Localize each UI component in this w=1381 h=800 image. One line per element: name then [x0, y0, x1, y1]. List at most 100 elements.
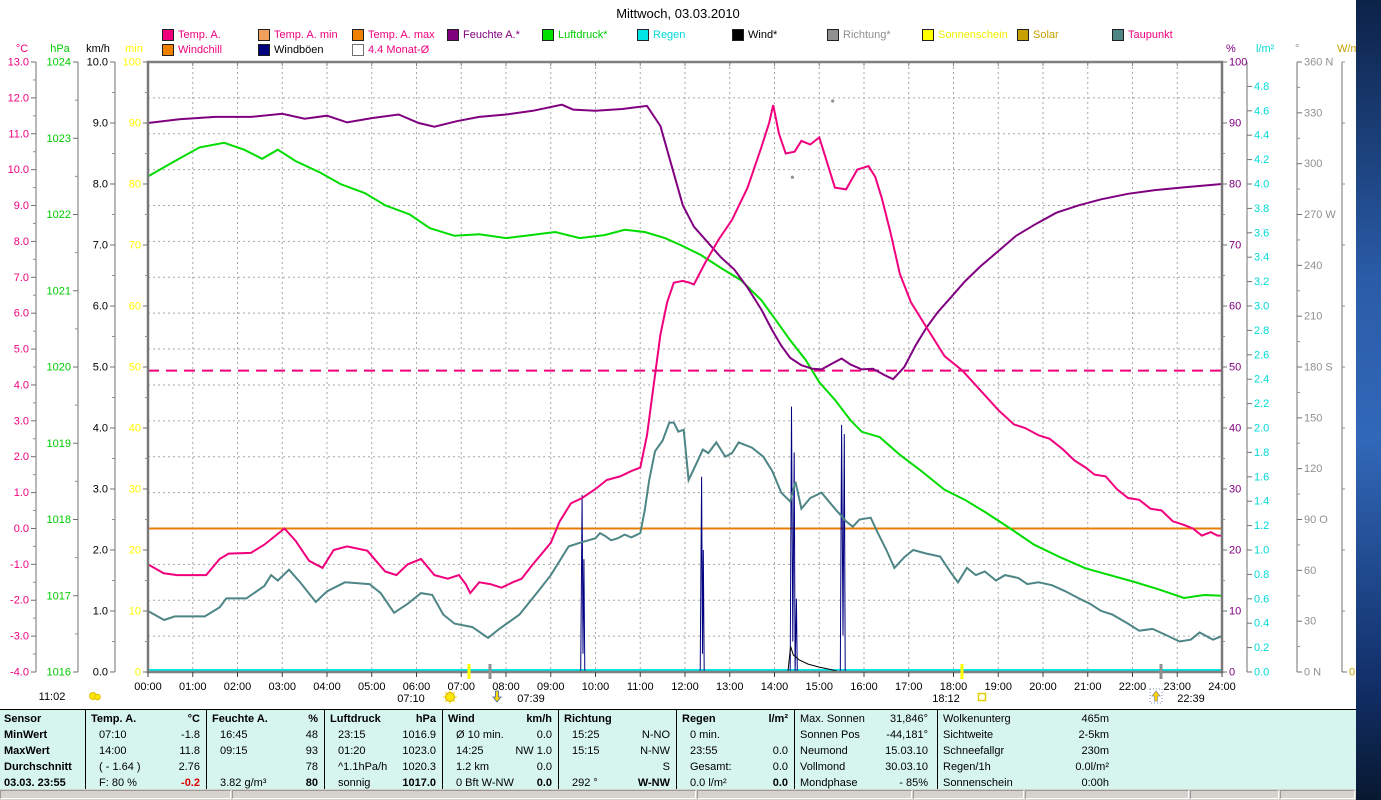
- table-cell: 23:55: [690, 745, 718, 757]
- legend-item-windböen[interactable]: Windböen: [258, 44, 324, 56]
- axis-tick-label: 20: [1229, 545, 1241, 557]
- legend-item-solar[interactable]: Solar: [1017, 29, 1059, 41]
- axis-header-kmh: km/h: [86, 43, 110, 55]
- table-cell: 1017.0: [402, 777, 436, 789]
- axis-tick-label: 5.0: [93, 362, 108, 374]
- axis-tick-label: 1017: [47, 590, 71, 602]
- table-separator: [558, 710, 559, 790]
- legend-item-feuchte-a[interactable]: Feuchte A.*: [447, 29, 520, 41]
- x-axis-label: 08:00: [492, 681, 520, 693]
- legend-swatch: [1017, 29, 1029, 41]
- legend-swatch: [447, 29, 459, 41]
- legend-swatch: [542, 29, 554, 41]
- legend-label: Wind*: [748, 29, 778, 41]
- axis-tick-label: 60: [1304, 565, 1316, 577]
- axis-tick-label: 10.0: [87, 57, 108, 69]
- axis-tick-label: -4.0: [10, 667, 29, 679]
- table-row-label: 03.03. 23:55: [4, 777, 66, 789]
- axis-tick-label: 80: [129, 179, 141, 191]
- table-cell: 0.0: [536, 777, 552, 789]
- x-axis-label: 23:00: [1163, 681, 1191, 693]
- axis-tick-label: 3.8: [1254, 203, 1269, 215]
- axis-tick-label: 1023: [47, 133, 71, 145]
- axis-tick-label: 8.0: [93, 179, 108, 191]
- table-separator: [206, 710, 207, 790]
- x-axis-label: 19:00: [984, 681, 1012, 693]
- axis-tick-label: 1.2: [1254, 520, 1269, 532]
- legend-item-luftdruck[interactable]: Luftdruck*: [542, 29, 608, 41]
- x-axis-label: 11:00: [627, 681, 654, 693]
- x-axis-label: 03:00: [268, 681, 296, 693]
- corner-event-label: 11:02: [39, 691, 66, 703]
- desktop-background-strip: [1356, 0, 1381, 800]
- table-cell: Neumond: [800, 745, 848, 757]
- table-cell: Schneefallgr: [943, 745, 1005, 757]
- axis-tick-label: 100: [1229, 57, 1247, 69]
- table-cell: Mondphase: [800, 777, 858, 789]
- table-cell: l/m²: [768, 713, 788, 725]
- x-axis-label: 24:00: [1208, 681, 1236, 693]
- x-axis-label: 17:00: [895, 681, 923, 693]
- table-cell: Gesamt:: [690, 761, 732, 773]
- axis-tick-label: 4.4: [1254, 130, 1269, 142]
- axis-tick-label: 80: [1229, 179, 1241, 191]
- table-cell: Temp. A.: [91, 713, 137, 725]
- legend-label: Regen: [653, 29, 686, 41]
- axis-tick-label: 1.0: [93, 606, 108, 618]
- legend-item-wind[interactable]: Wind*: [732, 29, 777, 41]
- axis-tick-label: 0.0: [93, 667, 108, 679]
- legend-item-taupunkt[interactable]: Taupunkt: [1112, 29, 1173, 41]
- axis-tick-label: 330: [1304, 107, 1322, 119]
- axis-tick-label: 3.0: [1254, 301, 1269, 313]
- legend-swatch: [352, 29, 364, 41]
- table-cell: 0.0: [536, 729, 552, 741]
- legend-label: Solar: [1033, 29, 1059, 41]
- legend-item-richtung[interactable]: Richtung*: [827, 29, 891, 41]
- table-cell: 292 °: [572, 777, 598, 789]
- axis-tick-label: 270 W: [1304, 209, 1336, 221]
- axis-tick-label: 30: [1304, 616, 1316, 628]
- table-cell: ^1.1hPa/h: [338, 761, 388, 773]
- axis-tick-label: 2.0: [1254, 423, 1269, 435]
- legend-item-sonnenschein[interactable]: Sonnenschein: [922, 29, 1008, 41]
- sun-icon-ray: [444, 691, 447, 694]
- x-axis-label: 20:00: [1029, 681, 1057, 693]
- table-cell: 3.82 g/m³: [220, 777, 267, 789]
- axis-tick-label: 10: [1229, 606, 1241, 618]
- table-cell: [564, 712, 670, 727]
- legend-item-temp-a[interactable]: Temp. A.: [162, 29, 221, 41]
- legend-item-4-4-monat[interactable]: 4.4 Monat-Ø: [352, 44, 429, 56]
- axis-tick-label: 3.4: [1254, 252, 1269, 264]
- axis-tick-label: 2.4: [1254, 374, 1269, 386]
- table-cell: F: 80 %: [99, 777, 137, 789]
- table-cell: 2.76: [178, 761, 200, 773]
- table-cell: N-NW: [640, 745, 670, 757]
- status-bar-segment: [0, 790, 231, 799]
- axis-tick-label: 12.0: [8, 92, 29, 104]
- table-separator: [324, 710, 325, 790]
- axis-tick-label: 180 S: [1304, 362, 1333, 374]
- axis-tick-label: 8.0: [14, 236, 29, 248]
- legend-item-temp-a-min[interactable]: Temp. A. min: [258, 29, 338, 41]
- legend-swatch: [732, 29, 744, 41]
- x-axis-label: 06:00: [403, 681, 431, 693]
- legend-label: Sonnenschein: [938, 29, 1008, 41]
- axis-tick-label: 0.6: [1254, 593, 1269, 605]
- axis-tick-label: 0.0: [1254, 667, 1269, 679]
- axis-tick-label: 3.0: [14, 415, 29, 427]
- event-label: 22:39: [1177, 693, 1205, 705]
- table-cell: 11.8: [179, 745, 200, 757]
- moon-cloud-icon-2: [94, 693, 101, 701]
- legend-item-regen[interactable]: Regen: [637, 29, 685, 41]
- axis-tick-label: 1.8: [1254, 447, 1269, 459]
- axis-header-c: °C: [16, 43, 28, 55]
- legend-item-windchill[interactable]: Windchill: [162, 44, 222, 56]
- axis-tick-label: 9.0: [93, 118, 108, 130]
- table-cell: S: [662, 761, 670, 773]
- table-cell: N-NO: [641, 729, 670, 741]
- axis-tick-label: 70: [129, 240, 141, 252]
- legend-swatch: [922, 29, 934, 41]
- legend-item-temp-a-max[interactable]: Temp. A. max: [352, 29, 435, 41]
- status-bar-segment: [232, 790, 696, 799]
